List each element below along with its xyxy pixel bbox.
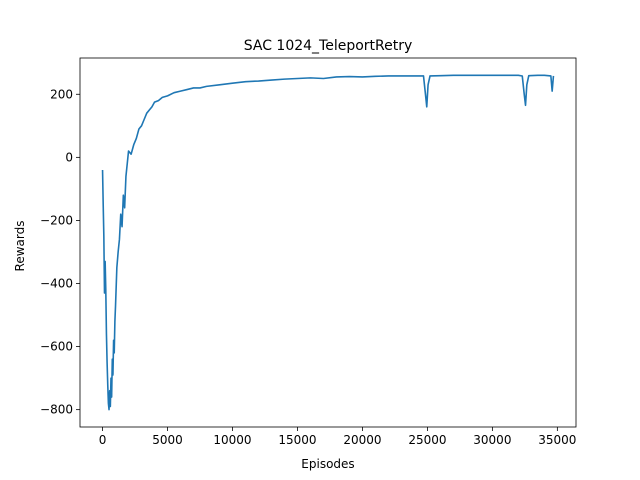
x-tick-label: 15000 [278, 433, 316, 447]
x-tick-label: 20000 [343, 433, 381, 447]
y-axis-label: Rewards [13, 221, 27, 272]
x-tick-label: 0 [99, 433, 107, 447]
y-tick-label: 0 [65, 150, 73, 164]
y-axis: −800 −600 −400 −200 0 200 [40, 87, 80, 417]
chart-title: SAC 1024_TeleportRetry [244, 38, 413, 54]
x-tick-label: 10000 [213, 433, 251, 447]
y-tick-label: −200 [40, 213, 73, 227]
x-axis-label: Episodes [301, 457, 354, 471]
x-tick-label: 35000 [538, 433, 576, 447]
plot-area [79, 57, 577, 428]
y-tick-label: −800 [40, 403, 73, 417]
series-line-0 [101, 74, 555, 411]
axes-frame [79, 57, 577, 428]
x-tick-label: 5000 [152, 433, 183, 447]
y-tick-label: −600 [40, 340, 73, 354]
x-tick-label: 30000 [473, 433, 511, 447]
x-tick-label: 25000 [408, 433, 446, 447]
y-tick-label: −400 [40, 277, 73, 291]
y-tick-label: 200 [50, 87, 73, 101]
x-axis: 0 5000 10000 15000 20000 25000 30000 35000 [99, 427, 576, 447]
